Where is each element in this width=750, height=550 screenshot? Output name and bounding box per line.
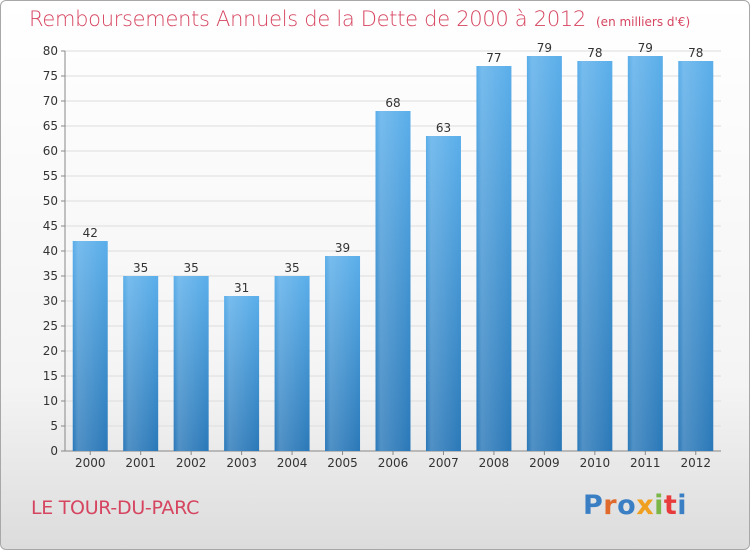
y-tick-label: 5 bbox=[50, 419, 58, 433]
bar-highlight bbox=[627, 56, 663, 451]
y-tick-label: 65 bbox=[43, 119, 58, 133]
logo-letter: t bbox=[663, 490, 678, 521]
y-tick-label: 35 bbox=[43, 269, 58, 283]
bar-highlight bbox=[425, 136, 461, 451]
logo-letter: i bbox=[654, 490, 664, 521]
y-tick-label: 75 bbox=[43, 69, 58, 83]
data-label: 31 bbox=[234, 281, 249, 295]
x-tick-label: 2008 bbox=[479, 456, 510, 470]
x-tick-label: 2000 bbox=[75, 456, 106, 470]
chart-title: Remboursements Annuels de la Dette de 20… bbox=[29, 7, 690, 31]
data-label: 42 bbox=[83, 226, 98, 240]
y-tick-label: 60 bbox=[43, 144, 58, 158]
bar-highlight bbox=[375, 111, 411, 451]
data-label: 78 bbox=[587, 46, 602, 60]
x-tick-label: 2010 bbox=[580, 456, 611, 470]
logo-letter: r bbox=[603, 490, 618, 521]
logo-letter: o bbox=[617, 490, 637, 521]
y-tick-label: 10 bbox=[43, 394, 58, 408]
bar-highlight bbox=[577, 61, 613, 451]
data-label: 35 bbox=[133, 261, 148, 275]
bar-highlight bbox=[123, 276, 159, 451]
y-tick-label: 20 bbox=[43, 344, 58, 358]
data-label: 35 bbox=[284, 261, 299, 275]
data-label: 77 bbox=[486, 51, 501, 65]
y-tick-label: 50 bbox=[43, 194, 58, 208]
logo-letter: i bbox=[677, 490, 688, 521]
bars bbox=[72, 56, 714, 451]
y-tick-label: 55 bbox=[43, 169, 58, 183]
y-tick-label: 0 bbox=[50, 444, 58, 458]
axes: 0 5 10 15 20 25 30 35 40 45 50 55 60 65 70 75 80 2000 2001… bbox=[43, 44, 721, 470]
y-tick-label: 45 bbox=[43, 219, 58, 233]
data-label: 78 bbox=[688, 46, 703, 60]
chart-unit-text: (en milliers d'€) bbox=[596, 15, 691, 29]
bar-highlight bbox=[526, 56, 562, 451]
x-tick-label: 2001 bbox=[125, 456, 156, 470]
data-label: 79 bbox=[537, 41, 552, 55]
data-label: 68 bbox=[385, 96, 400, 110]
chart-title-text: Remboursements Annuels de la Dette de 20… bbox=[29, 7, 586, 31]
commune-name: LE TOUR-DU-PARC bbox=[31, 497, 200, 519]
bar-highlight bbox=[173, 276, 209, 451]
data-label: 35 bbox=[184, 261, 199, 275]
x-tick-label: 2012 bbox=[680, 456, 711, 470]
x-tick-label: 2003 bbox=[226, 456, 257, 470]
logo-letter: x bbox=[636, 490, 655, 521]
x-tick-label: 2007 bbox=[428, 456, 459, 470]
y-tick-label: 80 bbox=[43, 44, 58, 58]
bar-highlight bbox=[274, 276, 310, 451]
x-tick-label: 2004 bbox=[277, 456, 308, 470]
x-tick-label: 2009 bbox=[529, 456, 560, 470]
data-label: 39 bbox=[335, 241, 350, 255]
x-tick-label: 2011 bbox=[630, 456, 661, 470]
x-tick-label: 2005 bbox=[327, 456, 358, 470]
bar-highlight bbox=[325, 256, 361, 451]
bar-highlight bbox=[678, 61, 714, 451]
proxiti-logo[interactable]: Proxiti bbox=[583, 490, 687, 521]
y-tick-label: 15 bbox=[43, 369, 58, 383]
bar-highlight bbox=[224, 296, 260, 451]
y-tick-label: 40 bbox=[43, 244, 58, 258]
x-tick-label: 2006 bbox=[378, 456, 409, 470]
y-tick-label: 25 bbox=[43, 319, 58, 333]
data-label: 63 bbox=[436, 121, 451, 135]
bar-highlight bbox=[476, 66, 512, 451]
y-tick-label: 70 bbox=[43, 94, 58, 108]
data-labels: 42 35 35 31 35 39 68 63 77 79 78 79 78 bbox=[83, 41, 704, 295]
data-label: 79 bbox=[638, 41, 653, 55]
logo-letter: P bbox=[583, 490, 604, 521]
bar-highlight bbox=[72, 241, 108, 451]
y-tick-label: 30 bbox=[43, 294, 58, 308]
x-tick-label: 2002 bbox=[176, 456, 207, 470]
